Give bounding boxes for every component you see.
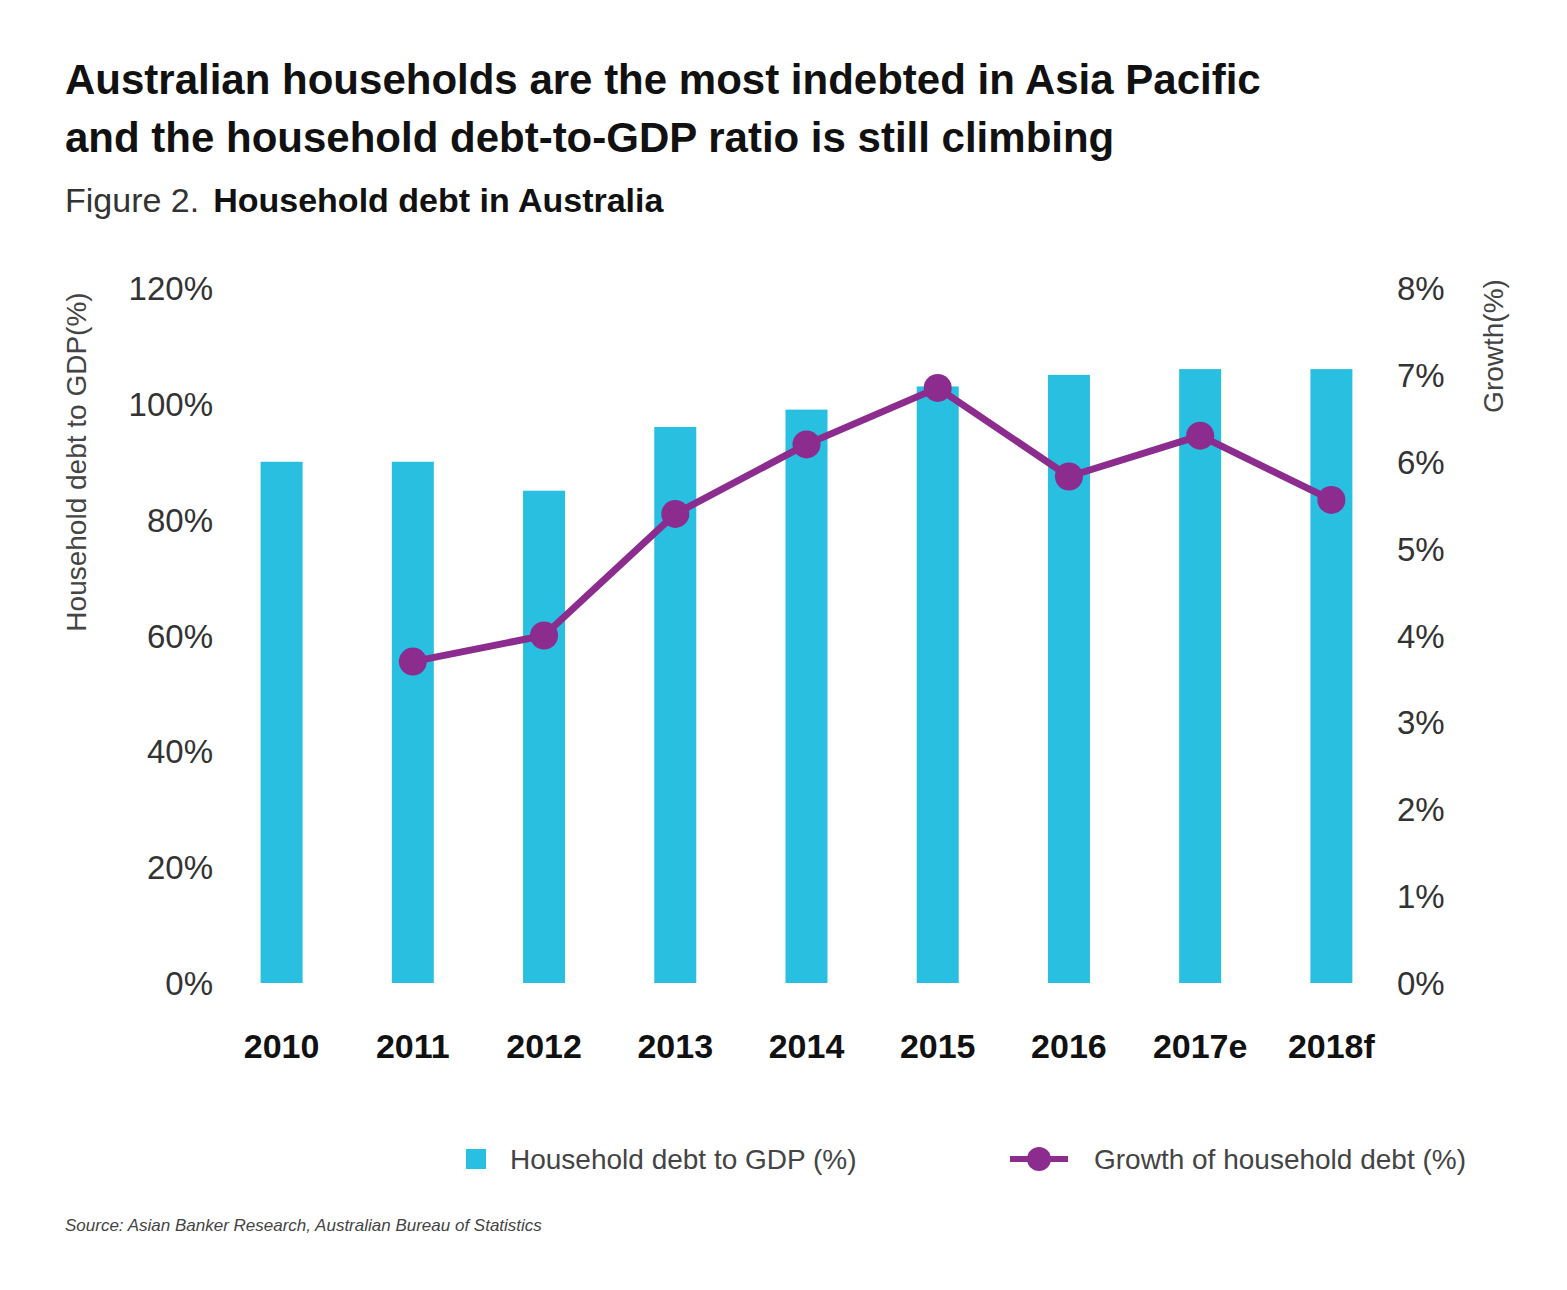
y2-tick xyxy=(1395,461,1397,462)
y-tick xyxy=(214,403,216,404)
x-tick-label: 2011 xyxy=(376,1027,450,1065)
y2-tick-label: 3% xyxy=(1397,704,1445,741)
marker xyxy=(924,374,952,402)
title: Australian households are the most indeb… xyxy=(65,56,1261,103)
y-tick xyxy=(214,751,216,752)
y2-tick xyxy=(1395,374,1397,375)
x-tick-label: 2018f xyxy=(1288,1027,1376,1065)
y2-tick xyxy=(1395,288,1397,289)
y-tick-label: 0% xyxy=(165,965,213,1002)
y2-tick xyxy=(1395,548,1397,549)
y-tick xyxy=(214,983,216,984)
x-tick-label: 2012 xyxy=(506,1027,582,1065)
figure-label: Figure 2. xyxy=(65,181,199,219)
y2-tick xyxy=(1395,722,1397,723)
line xyxy=(413,388,1332,662)
y2-tick-label: 5% xyxy=(1397,531,1445,568)
y2-tick xyxy=(1395,983,1397,984)
title: and the household debt-to-GDP ratio is s… xyxy=(65,114,1114,161)
x-tick-label: 2013 xyxy=(637,1027,713,1065)
y-tick-label: 100% xyxy=(129,386,213,423)
marker xyxy=(1055,463,1083,491)
subtitle: Household debt in Australia xyxy=(213,181,664,219)
y2-tick xyxy=(1395,635,1397,636)
y2-tick-label: 2% xyxy=(1397,791,1445,828)
x-tick-label: 2016 xyxy=(1031,1027,1107,1065)
legend-label: Growth of household debt (%) xyxy=(1094,1144,1466,1175)
x-tick-label: 2014 xyxy=(769,1027,845,1065)
bar xyxy=(786,410,828,983)
y-tick xyxy=(214,867,216,868)
bar xyxy=(1179,369,1221,983)
y-tick-label: 40% xyxy=(147,733,213,770)
y2-tick-label: 0% xyxy=(1397,965,1445,1002)
y2-tick xyxy=(1395,809,1397,810)
x-tick-label: 2010 xyxy=(244,1027,320,1065)
y-tick-label: 60% xyxy=(147,618,213,655)
bar xyxy=(1310,369,1352,983)
y2-tick-label: 4% xyxy=(1397,618,1445,655)
bar xyxy=(392,462,434,983)
marker xyxy=(1317,486,1345,514)
y-tick xyxy=(214,635,216,636)
legend: Household debt to GDP (%) Growth of house… xyxy=(466,1144,1466,1175)
bar xyxy=(917,386,959,983)
legend-swatch xyxy=(1027,1147,1051,1171)
y-tick xyxy=(214,519,216,520)
legend-label: Household debt to GDP (%) xyxy=(510,1144,857,1175)
y2-tick-label: 1% xyxy=(1397,878,1445,915)
marks xyxy=(261,369,1353,983)
marker xyxy=(399,648,427,676)
y2-tick-label: 8% xyxy=(1397,270,1445,307)
legend-swatch xyxy=(466,1149,486,1169)
x-tick-label: 2015 xyxy=(900,1027,976,1065)
bar xyxy=(261,462,303,983)
x-tick-label: 2017e xyxy=(1153,1027,1248,1065)
y-tick xyxy=(214,288,216,289)
marker xyxy=(1186,422,1214,450)
y2-tick xyxy=(1395,896,1397,897)
y2-tick-label: 7% xyxy=(1397,357,1445,394)
background xyxy=(0,0,1567,1290)
marker xyxy=(530,622,558,650)
marker xyxy=(793,430,821,458)
bar xyxy=(523,491,565,983)
source: Source: Asian Banker Research, Australia… xyxy=(65,1216,542,1235)
chart: Australian households are the most indeb… xyxy=(0,0,1567,1290)
bar xyxy=(654,427,696,983)
y2-axis-title: Growth(%) xyxy=(1478,279,1509,413)
y-axis-title: Household debt to GDP(%) xyxy=(61,292,92,631)
marker xyxy=(661,500,689,528)
y-tick-label: 80% xyxy=(147,502,213,539)
y-tick-label: 20% xyxy=(147,849,213,886)
y-tick-label: 120% xyxy=(129,270,213,307)
y2-tick-label: 6% xyxy=(1397,444,1445,481)
